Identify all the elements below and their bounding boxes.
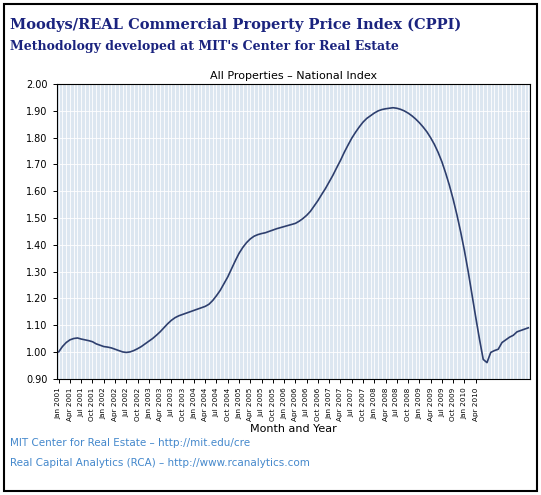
Text: Moodys/REAL Commercial Property Price Index (CPPI): Moodys/REAL Commercial Property Price In… xyxy=(10,17,461,32)
Text: MIT Center for Real Estate – http://mit.edu/cre: MIT Center for Real Estate – http://mit.… xyxy=(10,438,250,448)
Text: Real Capital Analytics (RCA) – http://www.rcanalytics.com: Real Capital Analytics (RCA) – http://ww… xyxy=(10,458,309,468)
X-axis label: Month and Year: Month and Year xyxy=(250,424,337,434)
Text: Methodology developed at MIT's Center for Real Estate: Methodology developed at MIT's Center fo… xyxy=(10,40,399,52)
Title: All Properties – National Index: All Properties – National Index xyxy=(210,71,377,81)
